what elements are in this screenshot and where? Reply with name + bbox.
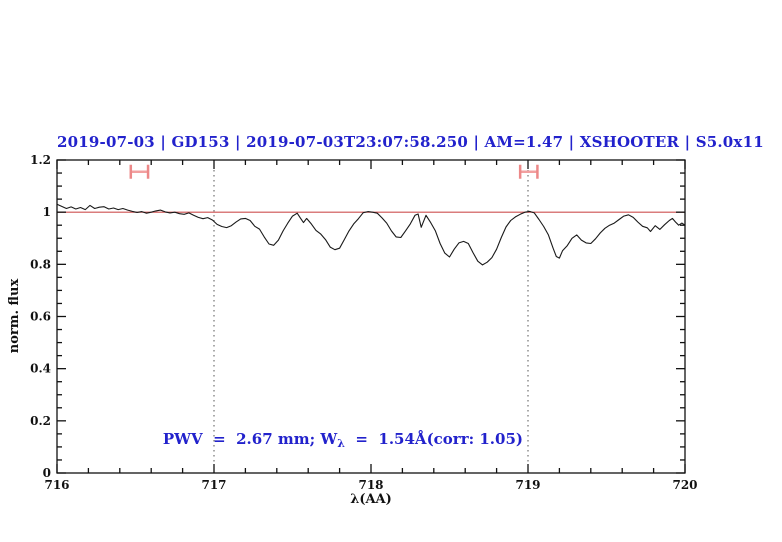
y-tick-label: 0.2 (30, 414, 51, 428)
y-tick-label: 0.6 (30, 310, 51, 324)
x-axis-label: λ(AA) (350, 492, 392, 507)
spectrum-line (56, 203, 686, 266)
x-tick-label: 720 (672, 478, 697, 492)
x-tick-label: 719 (515, 478, 540, 492)
pwv-annotation: PWV = 2.67 mm; Wλ = 1.54Å(corr: 1.05) (142, 412, 523, 468)
y-tick-label: 0.4 (30, 362, 51, 376)
y-tick-label: 1.2 (30, 153, 51, 167)
y-axis-label: norm. flux (7, 279, 22, 354)
lambda-subscript: λ (337, 437, 345, 450)
x-tick-label: 716 (44, 478, 69, 492)
y-tick-label: 0.8 (30, 257, 51, 271)
y-tick-label: 0 (43, 466, 51, 480)
pwv-annotation-prefix: PWV = 2.67 mm; W (162, 430, 338, 448)
chart-layer: 716 717 718 719 720 0 0.2 0.4 0.6 0.8 1 1.2 (30, 153, 697, 492)
y-tick-label: 1 (43, 205, 51, 219)
pwv-annotation-suffix: = 1.54Å(corr: 1.05) (344, 430, 523, 448)
x-tick-label: 717 (201, 478, 226, 492)
x-tick-label: 718 (358, 478, 383, 492)
